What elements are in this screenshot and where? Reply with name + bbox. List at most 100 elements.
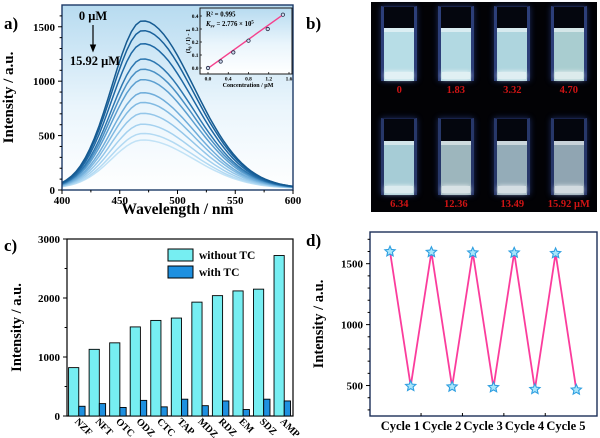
panel-b-cuvette-photos: b) 0 1.83 3.32 4.70 6.34 12.36 13.49 15.92 μM	[300, 0, 600, 219]
x-tick-label: 550	[227, 195, 244, 207]
inset-data-point	[246, 38, 251, 43]
inset-x-tick: 0.4	[225, 77, 232, 83]
cuvette-cell: 1.83	[428, 2, 485, 107]
panel-c-letter: c)	[4, 236, 18, 255]
cuvette-cell: 4.70	[541, 2, 598, 107]
bar-without-tc	[129, 326, 141, 417]
y-axis-title: Intensity / a.u.	[9, 283, 25, 372]
cycle-label: Cycle 1	[381, 419, 420, 433]
bar-without-tc	[211, 295, 224, 417]
x-category-label: OTC	[113, 416, 136, 438]
x-tick-label: 400	[54, 195, 71, 207]
star-marker	[507, 245, 521, 259]
star-marker	[445, 379, 459, 393]
bar-without-tc	[170, 317, 182, 417]
spectrum-curve	[62, 43, 293, 188]
bar-groups	[68, 255, 291, 417]
x-category-label: NFT	[93, 416, 115, 438]
cuvette-cell: 13.49	[484, 107, 541, 212]
cuvette-photo	[550, 118, 587, 195]
bar-without-tc	[273, 255, 285, 417]
x-category-label: EM	[237, 416, 257, 436]
spectrum-curve	[62, 78, 293, 188]
cuvette-concentration-label: 0	[396, 85, 402, 96]
cuvette-liquid	[384, 141, 415, 195]
spectrum-curve	[62, 91, 293, 188]
spectrum-curve	[62, 68, 293, 188]
cuvette-liquid	[553, 28, 584, 81]
cuvette-cell: 0	[371, 2, 428, 107]
cuvette-cell: 12.36	[428, 107, 485, 212]
cuvette-concentration-label: 15.92 μM	[547, 199, 590, 210]
cuvette-cell: 3.32	[484, 2, 541, 107]
x-tick-label: 450	[112, 195, 129, 207]
star-marker	[569, 383, 583, 396]
y-tick-label: 0	[55, 411, 61, 423]
cycle-label: Cycle 5	[546, 419, 585, 433]
bar-without-tc	[191, 301, 203, 417]
titration-end-label: 15.92 μM	[70, 54, 120, 68]
bar-with-tc	[222, 400, 230, 417]
spectrum-curve	[62, 123, 293, 189]
panel-a-emission-spectra: a) 400 450 500 550 600 0 500 1000 1500 Wavelength…	[0, 0, 302, 219]
x-tick-label: 600	[285, 195, 302, 207]
inset-x-axis-title: Concentration / μM	[223, 83, 274, 89]
x-category-label: AMP	[278, 416, 302, 438]
cuvette-concentration-label: 3.32	[503, 85, 522, 96]
axis-ticks	[58, 15, 294, 194]
emission-spectra-chart: 400 450 500 550 600 0 500 1000 1500 Wavelength / …	[1, 4, 302, 218]
cuvette-photo	[437, 118, 474, 195]
legend-swatch-without-tc	[167, 248, 194, 262]
cuvette-photo	[494, 118, 531, 195]
y-tick-label: 1500	[33, 22, 56, 34]
y-tick-label: 2000	[38, 293, 61, 305]
inset-x-tick: 0.8	[245, 77, 252, 83]
inset-r-squared-label: R² = 0.995	[206, 12, 236, 19]
cycle-label: Cycle 4	[505, 419, 545, 433]
axis-ticks	[63, 238, 67, 417]
y-tick-label: 3000	[38, 234, 61, 246]
cuvette-concentration-label: 13.49	[500, 199, 525, 210]
x-category-label: RDZ	[216, 416, 239, 438]
bar-without-tc	[68, 367, 80, 417]
inset-y-tick: 0.0	[192, 66, 199, 72]
bar-with-tc	[242, 409, 250, 417]
x-tick-label: 500	[169, 195, 186, 207]
legend-label-with-tc: with TC	[199, 267, 239, 279]
x-category-label: CTC	[154, 416, 177, 438]
star-marker	[466, 245, 480, 259]
bar-without-tc	[150, 319, 162, 417]
inset-fit-line	[207, 13, 285, 69]
cuvette-liquid	[384, 28, 415, 81]
bar-with-tc	[98, 403, 107, 417]
inset-data-point	[205, 65, 211, 71]
cuvette-concentration-label: 1.83	[446, 85, 465, 96]
cuvette-photo	[494, 6, 531, 81]
cycle-label: Cycle 3	[464, 419, 503, 433]
bar-with-tc	[181, 398, 189, 417]
cuvette-concentration-label: 6.34	[390, 199, 409, 210]
y-tick-label: 0	[50, 185, 56, 197]
bar-with-tc	[139, 399, 148, 417]
y-tick-label: 1500	[341, 259, 364, 271]
y-tick-label: 1000	[33, 76, 56, 88]
cuvette-liquid	[497, 141, 528, 195]
legend: without TC with TC	[167, 248, 255, 279]
star-marker	[383, 244, 397, 257]
y-axis-title: Intensity / a.u.	[1, 51, 17, 143]
star-marker	[404, 379, 418, 392]
x-category-label: MDZ	[195, 416, 220, 438]
inset-x-tick: 1.2	[265, 77, 272, 83]
spectrum-curve	[62, 132, 293, 189]
spectrum-curve	[62, 101, 293, 189]
cycle-line	[389, 251, 578, 390]
cuvette-photo	[381, 6, 418, 81]
spectrum-curve	[62, 29, 293, 188]
legend-label-without-tc: without TC	[199, 250, 255, 262]
inset-ticks	[200, 15, 290, 74]
x-axis-title: Wavelength / nm	[122, 201, 234, 218]
bar-without-tc	[109, 342, 121, 417]
